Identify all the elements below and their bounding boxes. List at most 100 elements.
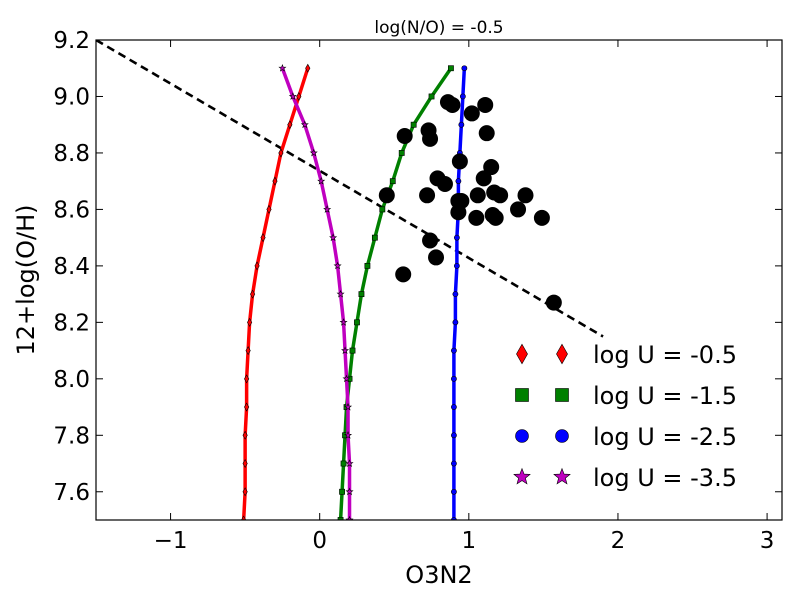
observed-point-31 xyxy=(545,294,562,311)
observed-point-30 xyxy=(395,266,412,283)
series-2-point-15 xyxy=(340,460,347,467)
series-1-point-16 xyxy=(242,487,248,497)
observed-point-12 xyxy=(436,176,453,192)
observed-point-28 xyxy=(422,232,439,249)
series-4-point-15 xyxy=(345,459,354,467)
series-4-point-14 xyxy=(344,431,353,439)
observed-point-5 xyxy=(444,96,461,113)
legend-marker-4a xyxy=(513,467,531,485)
observed-point-3 xyxy=(422,130,439,147)
axes: −1 0 1 2 3 7.6 7.8 8.0 8.2 8.4 8.6 8.8 9.0 9.2 xyxy=(53,28,782,554)
series-4-point-17 xyxy=(345,515,354,520)
y-tick-label-3: 8.0 xyxy=(53,367,90,393)
x-tick-label-3: 1 xyxy=(462,528,477,554)
plot-area xyxy=(96,40,604,520)
x-tick-label-5: 3 xyxy=(760,528,775,554)
legend-marker-1a xyxy=(516,343,528,365)
y-tick-label-2: 7.8 xyxy=(53,423,90,449)
legend-label-4: log U = -3.5 xyxy=(593,464,737,492)
series-1-point-13 xyxy=(244,402,250,412)
y-tick-label-6: 8.6 xyxy=(53,197,90,223)
series-3-point-7 xyxy=(453,234,460,241)
series-2-point-8 xyxy=(364,262,371,269)
series-1-point-12 xyxy=(244,374,250,384)
series-2-point-6 xyxy=(379,206,386,213)
observed-point-15 xyxy=(419,187,436,204)
series-1-point-1 xyxy=(305,63,311,73)
reference-dashed-line xyxy=(96,40,604,338)
series-1-point-15 xyxy=(242,459,248,469)
y-tick-label-8: 9.0 xyxy=(53,84,90,110)
legend-label-3: log U = -2.5 xyxy=(593,423,737,451)
series-4-point-1 xyxy=(278,64,287,72)
series-4-point-6 xyxy=(323,205,332,213)
observed-point-14 xyxy=(378,187,395,204)
series-4-point-9 xyxy=(336,289,345,298)
observed-point-26 xyxy=(510,201,527,218)
y-axis-label: 12+log(O/H) xyxy=(12,205,40,356)
series-2-point-10 xyxy=(354,319,360,326)
observed-point-20 xyxy=(492,187,509,204)
series-3-point-10 xyxy=(452,319,459,326)
series-2-point-2 xyxy=(428,93,435,100)
observed-point-10 xyxy=(483,159,500,176)
series-3-point-12 xyxy=(451,375,457,382)
observed-point-18 xyxy=(469,187,486,204)
legend-marker-4b xyxy=(553,467,571,485)
legend: log U = -0.5 log U = -1.5 log U = -2.5 log … xyxy=(513,341,737,492)
series-2-point-9 xyxy=(358,291,365,298)
series-4-point-8 xyxy=(333,261,342,270)
legend-marker-1b xyxy=(556,343,568,365)
observed-point-22 xyxy=(450,204,467,221)
series-1-point-7 xyxy=(260,233,266,243)
series-3-point-5 xyxy=(455,178,462,185)
x-tick-label-1: −1 xyxy=(154,528,188,554)
observed-point-6 xyxy=(463,105,480,122)
series-4-point-3 xyxy=(300,120,309,129)
series-4-point-2 xyxy=(288,92,297,100)
legend-marker-3a xyxy=(515,429,529,443)
y-tick-label-5: 8.4 xyxy=(53,254,90,280)
legend-marker-2b xyxy=(555,388,569,402)
series-4-point-4 xyxy=(309,148,318,157)
series-3-point-8 xyxy=(453,262,460,269)
series-1-point-9 xyxy=(250,289,256,299)
series-3-point-11 xyxy=(451,347,457,354)
series-3-point-16 xyxy=(451,488,457,495)
series-2-point-1 xyxy=(448,65,454,72)
series-3-point-14 xyxy=(451,432,457,439)
series-1-point-14 xyxy=(242,430,248,440)
series-2-point-4 xyxy=(398,150,405,156)
series-1-point-11 xyxy=(245,346,251,356)
legend-label-2: log U = -1.5 xyxy=(593,382,737,410)
series-3-point-9 xyxy=(452,291,459,298)
observed-point-29 xyxy=(428,249,445,266)
plot-frame xyxy=(95,39,783,521)
series-4-point-5 xyxy=(317,176,326,185)
series-3-point-3 xyxy=(458,121,465,128)
series-4-point-7 xyxy=(329,233,338,242)
legend-marker-3b xyxy=(555,429,569,443)
series-3-point-17 xyxy=(451,517,457,520)
series-4-point-13 xyxy=(344,402,353,411)
chart-title: log(N/O) = -0.5 xyxy=(374,18,503,38)
x-tick-label-2: 0 xyxy=(312,528,327,554)
x-tick-label-4: 2 xyxy=(611,528,626,554)
series-2-point-5 xyxy=(389,178,396,185)
y-tick-label-9: 9.2 xyxy=(53,28,90,54)
y-tick-label-7: 8.8 xyxy=(53,141,90,167)
series-4-point-16 xyxy=(345,487,354,496)
series-3-point-1 xyxy=(461,65,468,72)
series-4-point-10 xyxy=(339,318,348,326)
observed-point-13 xyxy=(475,170,492,187)
series-4-point-12 xyxy=(342,374,351,383)
series-1-point-3 xyxy=(287,120,293,130)
series-2-point-7 xyxy=(371,234,378,241)
series-1-point-8 xyxy=(254,261,260,271)
series-1-point-10 xyxy=(247,317,253,327)
series-1-point-2 xyxy=(296,91,302,101)
legend-label-1: log U = -0.5 xyxy=(593,341,737,369)
y-tick-label-1: 7.6 xyxy=(53,480,90,506)
observed-point-8 xyxy=(478,125,495,142)
